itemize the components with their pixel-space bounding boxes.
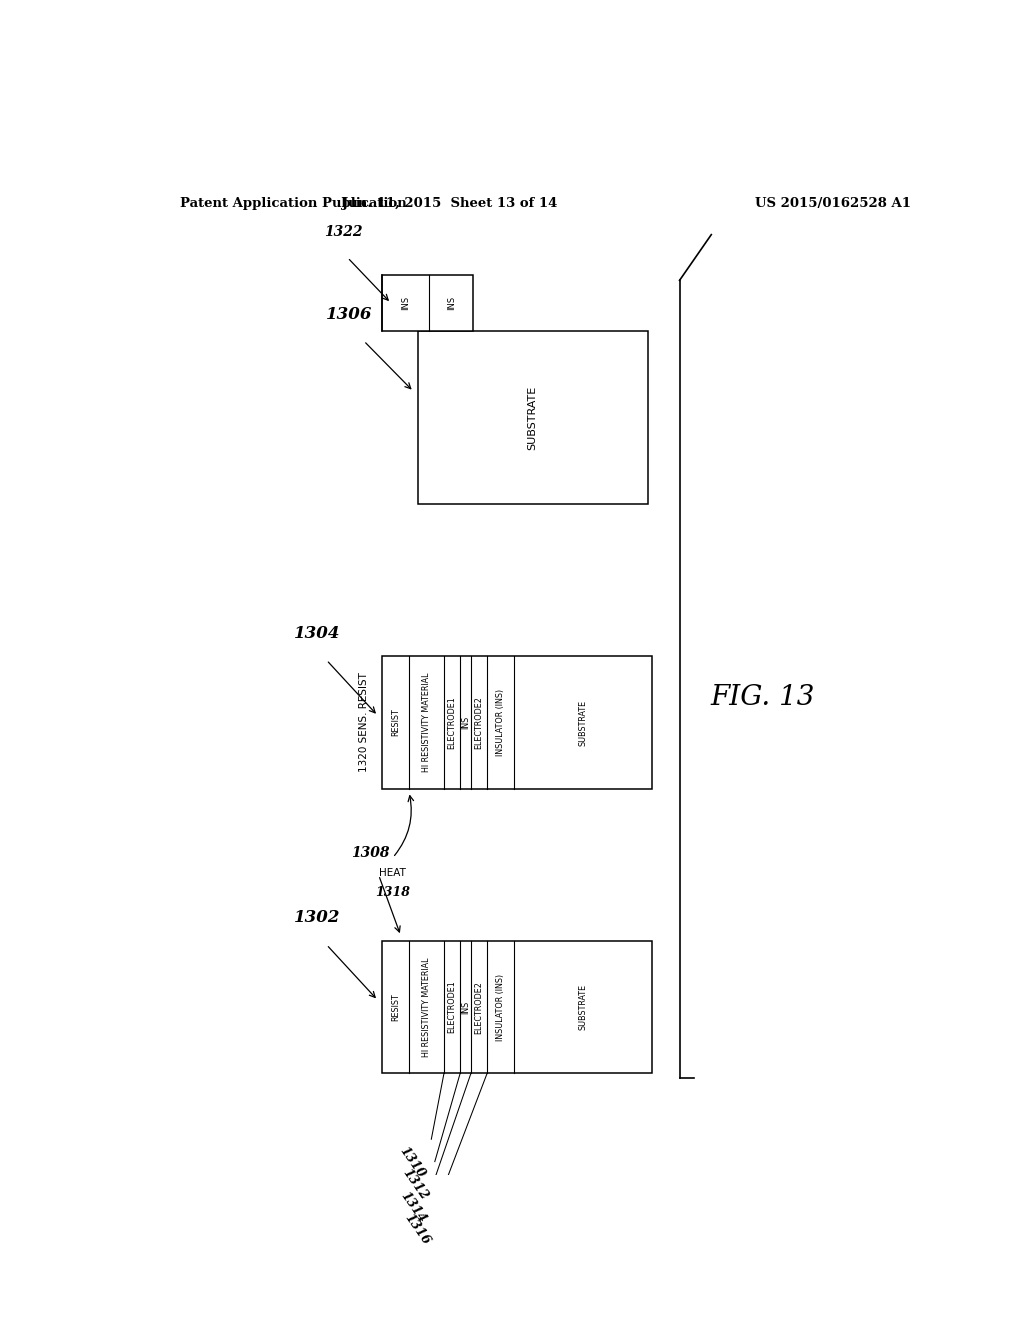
Text: ELECTRODE1: ELECTRODE1	[447, 981, 457, 1034]
Text: SUBSTRATE: SUBSTRATE	[579, 700, 588, 746]
Text: 1310: 1310	[396, 1144, 427, 1180]
Text: HI RESISTIVITY MATERIAL: HI RESISTIVITY MATERIAL	[422, 957, 431, 1057]
Text: 1320 SENS. RESIST: 1320 SENS. RESIST	[359, 673, 370, 772]
Bar	[382, 276, 473, 331]
Text: HEAT: HEAT	[379, 867, 407, 878]
Text: 1304: 1304	[294, 624, 340, 642]
Text: SUBSTRATE: SUBSTRATE	[579, 983, 588, 1030]
Text: INS: INS	[461, 1001, 470, 1014]
Text: 1302: 1302	[294, 909, 340, 927]
Text: INS: INS	[461, 715, 470, 729]
Text: 1322: 1322	[325, 226, 362, 239]
Bar	[418, 331, 648, 504]
Text: 1306: 1306	[327, 305, 373, 322]
Text: INS: INS	[401, 296, 411, 310]
Text: 1314: 1314	[398, 1189, 429, 1225]
Text: US 2015/0162528 A1: US 2015/0162528 A1	[755, 197, 911, 210]
Text: HI RESISTIVITY MATERIAL: HI RESISTIVITY MATERIAL	[422, 673, 431, 772]
Text: ELECTRODE2: ELECTRODE2	[474, 696, 483, 748]
Text: Jun. 11, 2015  Sheet 13 of 14: Jun. 11, 2015 Sheet 13 of 14	[342, 197, 557, 210]
Text: RESIST: RESIST	[391, 993, 400, 1020]
Text: Patent Application Publication: Patent Application Publication	[179, 197, 407, 210]
Text: INSULATOR (INS): INSULATOR (INS)	[497, 689, 505, 756]
Text: ELECTRODE1: ELECTRODE1	[447, 696, 457, 748]
Text: INSULATOR (INS): INSULATOR (INS)	[497, 974, 505, 1040]
Bar	[382, 656, 652, 788]
Text: INS: INS	[446, 296, 456, 310]
Text: 1316: 1316	[401, 1212, 432, 1247]
Text: FIG. 13: FIG. 13	[711, 684, 815, 710]
Text: 1308: 1308	[351, 846, 390, 859]
Text: SUBSTRATE: SUBSTRATE	[527, 385, 538, 450]
Text: RESIST: RESIST	[391, 709, 400, 737]
Text: 1312: 1312	[400, 1167, 431, 1203]
Text: ELECTRODE2: ELECTRODE2	[474, 981, 483, 1034]
Bar	[382, 941, 652, 1073]
Text: 1318: 1318	[375, 886, 411, 899]
